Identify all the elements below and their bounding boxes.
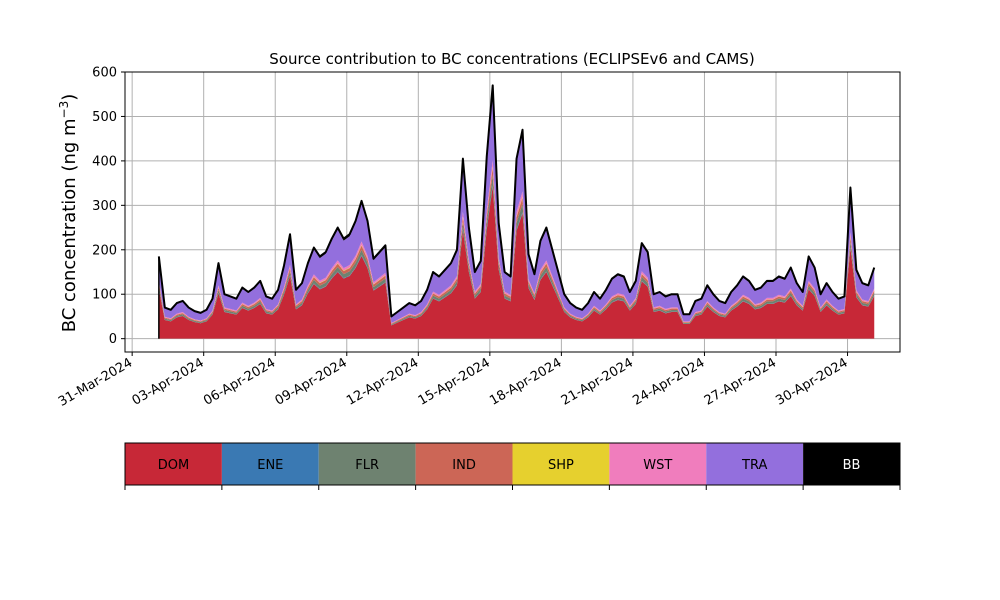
series-area-dom: [158, 186, 875, 339]
legend-swatch-tra: [706, 443, 804, 485]
legend-colorbar: DOM ENE FLR IND SHP WST TRA BB: [124, 442, 901, 490]
y-axis-label-main: BC concentration (ng m: [59, 118, 80, 332]
legend-swatch-bb: [803, 443, 900, 485]
x-tick-label: 03-Apr-2024: [130, 355, 207, 408]
x-tick-label: 15-Apr-2024: [416, 355, 493, 408]
total-line: [157, 84, 876, 318]
y-axis-label-exponent: −3: [57, 101, 71, 119]
x-tick-label: 09-Apr-2024: [273, 355, 350, 408]
plot-area: 0 100 200 300 400 500 600 31-Mar-202403-Apr-202…: [56, 66, 901, 410]
legend-label-wst: WST: [643, 458, 672, 473]
x-tick-label: 18-Apr-2024: [487, 355, 564, 408]
y-tick-label: 400: [92, 154, 117, 169]
legend-swatch-shp: [512, 443, 610, 485]
legend-label-flr: FLR: [355, 458, 379, 473]
legend-label-ind: IND: [452, 458, 476, 473]
y-tick-label: 100: [92, 288, 117, 303]
legend-label-shp: SHP: [548, 458, 574, 473]
series-area-flr: [158, 175, 875, 326]
y-tick-label: 600: [92, 66, 117, 81]
legend-swatch-dom: [125, 443, 222, 485]
x-tick-label: 06-Apr-2024: [201, 355, 278, 408]
legend-swatch-ind: [415, 443, 513, 485]
x-tick-label: 27-Apr-2024: [702, 355, 779, 408]
chart-title: Source contribution to BC concentrations…: [269, 50, 754, 68]
legend-swatch-wst: [609, 443, 707, 485]
x-tick-label: 12-Apr-2024: [344, 355, 421, 408]
x-tick-label: 24-Apr-2024: [630, 355, 707, 408]
legend-swatch-ene: [221, 443, 319, 485]
legend-label-dom: DOM: [158, 458, 189, 473]
legend-label-tra: TRA: [741, 458, 767, 473]
series-area-tra: [158, 90, 875, 324]
plot-frame: [124, 71, 901, 353]
x-tick-label: 21-Apr-2024: [559, 355, 636, 408]
legend-label-bb: BB: [843, 458, 861, 473]
legend-label-ene: ENE: [257, 458, 283, 473]
y-tick-label: 300: [92, 199, 117, 214]
x-tick-label: 30-Apr-2024: [773, 355, 850, 408]
y-tick-label: 500: [92, 110, 117, 125]
y-axis-label-close: ): [59, 94, 80, 101]
y-tick-label: 0: [109, 332, 117, 347]
x-tick-label: 31-Mar-2024: [56, 355, 135, 409]
y-tick-label: 200: [92, 243, 117, 258]
y-axis-label: BC concentration (ng m−3): [57, 94, 80, 333]
legend-swatch-flr: [318, 443, 416, 485]
